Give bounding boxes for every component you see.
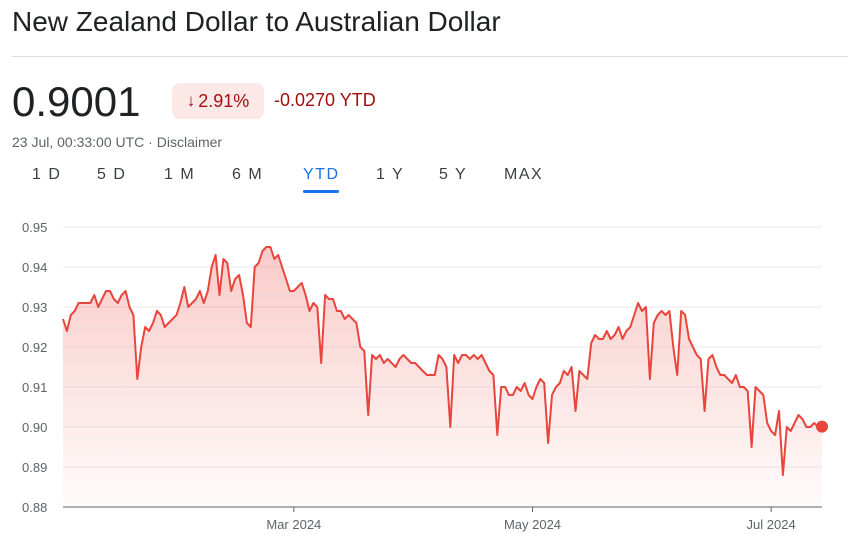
current-price: 0.9001 (12, 78, 141, 125)
tab-6m[interactable]: 6 M (232, 166, 264, 183)
y-tick-label: 0.88 (22, 500, 47, 515)
tab-ytd[interactable]: YTD (303, 166, 340, 193)
y-tick-label: 0.90 (22, 420, 47, 435)
change-percent-badge: ↓ 2.91% (172, 83, 264, 119)
change-absolute: -0.0270 YTD (274, 90, 376, 110)
tab-1m[interactable]: 1 M (164, 166, 196, 183)
current-value-marker[interactable] (816, 420, 828, 433)
price-chart[interactable]: 0.88 0.89 0.90 0.91 0.92 0.93 0.94 0.95 Mar 202… (0, 200, 848, 553)
y-tick-label: 0.93 (22, 300, 47, 315)
header-divider (12, 56, 848, 57)
arrow-down-icon: ↓ (186, 91, 196, 110)
change-percent-value: 2.91% (198, 90, 250, 111)
page-title: New Zealand Dollar to Australian Dollar (12, 6, 501, 37)
tab-max[interactable]: MAX (504, 166, 544, 183)
x-tick-label: Mar 2024 (266, 517, 321, 532)
tab-1d[interactable]: 1 D (32, 166, 62, 183)
timestamp-disclaimer[interactable]: 23 Jul, 00:33:00 UTC · Disclaimer (12, 134, 223, 150)
price-line (62, 246, 823, 476)
y-tick-label: 0.94 (22, 260, 47, 275)
x-tick-label: May 2024 (504, 517, 561, 532)
y-tick-label: 0.92 (22, 340, 47, 355)
tab-5d[interactable]: 5 D (97, 166, 127, 183)
y-tick-label: 0.91 (22, 380, 47, 395)
tab-5y[interactable]: 5 Y (439, 166, 468, 183)
y-tick-label: 0.89 (22, 460, 47, 475)
y-tick-label: 0.95 (22, 220, 47, 235)
tab-1y[interactable]: 1 Y (376, 166, 405, 183)
x-tick-label: Jul 2024 (747, 517, 796, 532)
